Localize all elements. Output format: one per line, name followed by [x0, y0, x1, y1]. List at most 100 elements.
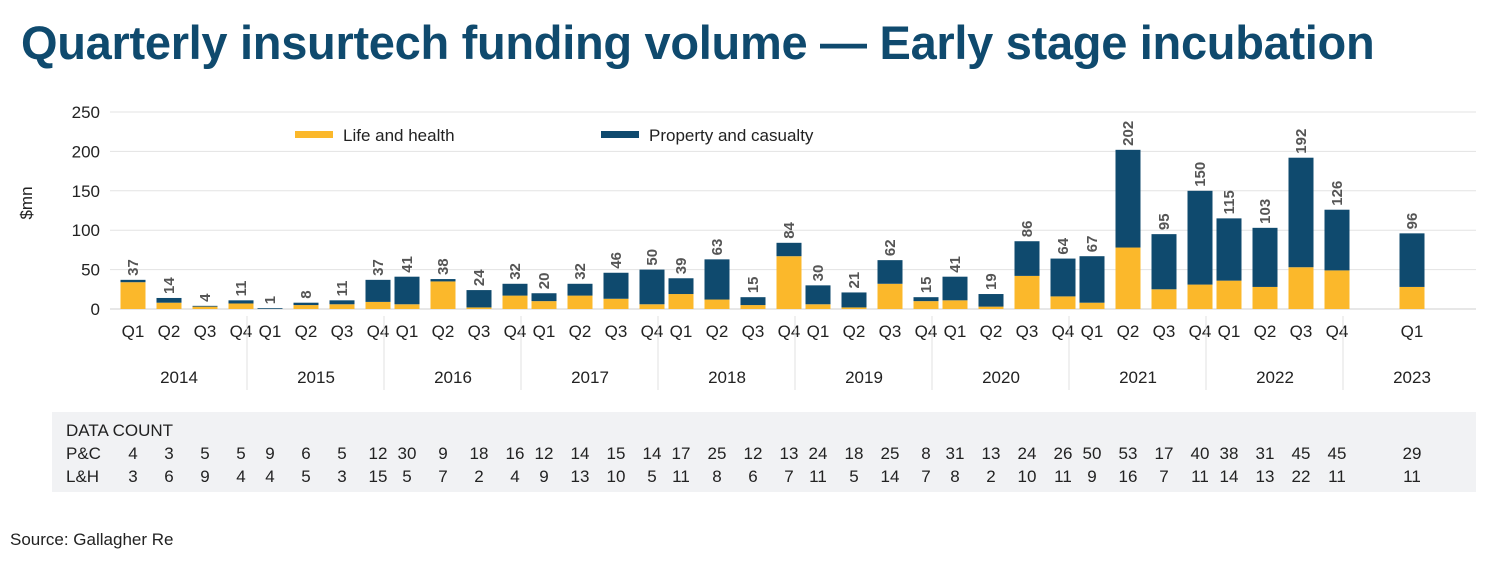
data-label-total: 32: [572, 263, 589, 280]
data-count-pc: 6: [301, 444, 310, 463]
quarter-label: Q1: [670, 322, 693, 341]
data-label-total: 32: [507, 263, 524, 280]
data-count-pc: 25: [881, 444, 900, 463]
data-label-total: 20: [536, 273, 553, 290]
data-count-lh: 13: [1256, 467, 1275, 486]
year-label: 2019: [845, 368, 883, 387]
bar-life-health: [740, 305, 766, 309]
data-count-pc: 29: [1403, 444, 1422, 463]
quarter-label: Q2: [432, 322, 455, 341]
quarter-label: Q4: [367, 322, 390, 341]
y-tick-label: 150: [72, 182, 100, 201]
bar-life-health: [704, 299, 730, 309]
data-label-total: 64: [1055, 237, 1072, 254]
data-count-lh: 9: [539, 467, 548, 486]
data-count-pc: 15: [607, 444, 626, 463]
quarter-label: Q4: [778, 322, 801, 341]
bar-life-health: [192, 306, 218, 309]
data-label-total: 24: [471, 269, 488, 286]
data-label-total: 96: [1404, 213, 1421, 230]
data-label-total: 8: [298, 290, 315, 298]
bar-property-casualty: [156, 297, 182, 303]
year-label: 2016: [434, 368, 472, 387]
quarter-label: Q3: [605, 322, 628, 341]
data-label-total: 37: [370, 259, 387, 276]
bar-life-health: [978, 306, 1004, 309]
quarter-label: Q2: [158, 322, 181, 341]
quarter-label: Q3: [331, 322, 354, 341]
data-count-lh: 14: [881, 467, 900, 486]
bar-life-health: [156, 302, 182, 309]
year-label: 2020: [982, 368, 1020, 387]
data-count-pc: 16: [506, 444, 525, 463]
data-label-total: 115: [1221, 190, 1238, 214]
data-label-total: 86: [1019, 221, 1036, 238]
data-label-total: 41: [947, 256, 964, 273]
data-count-pc: 5: [337, 444, 346, 463]
bar-life-health: [1324, 270, 1350, 309]
data-label-total: 50: [644, 249, 661, 266]
data-label-total: 19: [983, 273, 1000, 290]
data-label-total: 41: [399, 256, 416, 273]
data-label-total: 30: [810, 265, 827, 282]
data-count-pc-label: P&C: [66, 444, 101, 463]
bar-property-casualty: [1399, 233, 1425, 287]
source-note: Source: Gallagher Re: [10, 530, 174, 549]
data-count-pc: 31: [1256, 444, 1275, 463]
data-count-header: DATA COUNT: [66, 421, 173, 440]
bar-life-health: [365, 301, 391, 309]
data-count-lh: 11: [1328, 467, 1346, 486]
data-count-pc: 30: [398, 444, 417, 463]
data-count-pc: 14: [643, 444, 662, 463]
quarter-label: Q1: [259, 322, 282, 341]
bar-life-health: [1187, 284, 1213, 309]
quarter-label: Q2: [706, 322, 729, 341]
data-label-total: 39: [673, 258, 690, 275]
data-count-pc: 9: [438, 444, 447, 463]
y-tick-label: 50: [81, 261, 100, 280]
legend-swatch-property-casualty: [601, 131, 639, 138]
bar-life-health: [639, 304, 665, 309]
legend: Life and health Property and casualty: [295, 126, 814, 145]
quarter-label: Q4: [230, 322, 253, 341]
data-count-lh: 6: [748, 467, 757, 486]
quarter-label: Q2: [295, 322, 318, 341]
data-count-lh: 7: [1159, 467, 1168, 486]
year-label: 2014: [160, 368, 198, 387]
data-count-lh: 15: [369, 467, 388, 486]
quarter-label: Q4: [915, 322, 938, 341]
data-label-total: 192: [1293, 129, 1310, 154]
data-count-pc: 9: [265, 444, 274, 463]
quarter-label: Q1: [396, 322, 419, 341]
data-count-lh: 7: [784, 467, 793, 486]
data-label-total: 38: [435, 258, 452, 275]
bar-property-casualty: [430, 279, 456, 282]
data-label-total: 67: [1084, 236, 1101, 253]
y-tick-label: 250: [72, 103, 100, 122]
data-count-lh: 3: [337, 467, 346, 486]
data-count-pc: 12: [744, 444, 763, 463]
data-count-lh: 8: [950, 467, 959, 486]
data-count-pc: 5: [236, 444, 245, 463]
bar-life-health: [1252, 286, 1278, 309]
bar-life-health: [502, 295, 528, 309]
data-count-lh: 11: [672, 467, 690, 486]
data-count-lh: 5: [849, 467, 858, 486]
bar-life-health: [430, 281, 456, 309]
bar-property-casualty: [1050, 258, 1076, 297]
bar-property-casualty: [567, 283, 593, 296]
quarter-label: Q3: [742, 322, 765, 341]
quarter-label: Q1: [944, 322, 967, 341]
data-count-lh: 14: [1220, 467, 1239, 486]
year-label: 2021: [1119, 368, 1157, 387]
data-count-pc: 40: [1191, 444, 1210, 463]
quarter-label: Q3: [879, 322, 902, 341]
quarter-label: Q3: [1290, 322, 1313, 341]
quarter-label: Q4: [1326, 322, 1349, 341]
y-tick-label: 200: [72, 142, 100, 161]
legend-label-life-health: Life and health: [343, 126, 455, 145]
bar-life-health: [394, 304, 420, 309]
quarter-label: Q1: [1401, 322, 1424, 341]
